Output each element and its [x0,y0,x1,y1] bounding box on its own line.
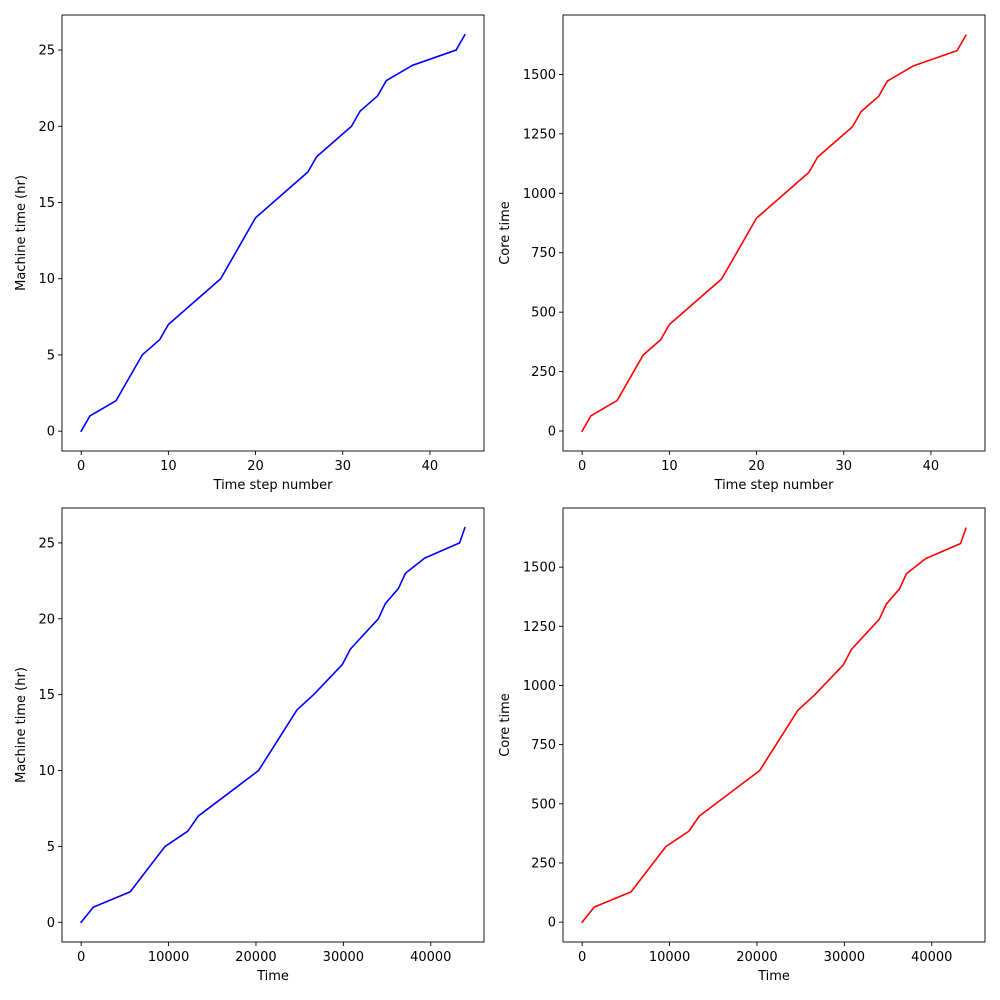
chart-top-left-x-tick-label: 40 [422,459,439,474]
chart-bottom-right-y-tick-label: 1000 [523,679,556,694]
chart-bottom-left-y-tick-label: 10 [38,764,55,779]
chart-bottom-right: 0 10000 20000 30000 40000 0 250 500 750 1000 1250 1… [498,507,986,984]
chart-top-left-x-axis-label: Time step number [213,478,334,493]
chart-top-right-series-line-0 [581,34,967,433]
chart-bottom-right-x-tick-label: 10000 [649,950,690,965]
chart-bottom-left-y-tick-label: 25 [38,536,55,551]
chart-top-left-x-tick-label: 30 [334,459,351,474]
chart-top-left-series-line-0 [80,33,466,433]
chart-top-right-y-tick-label: 750 [531,246,556,261]
chart-bottom-left-x-tick-label: 10000 [148,950,189,965]
chart-bottom-right-x-tick-label: 20000 [736,950,777,965]
chart-top-left-y-tick-label: 10 [38,272,55,287]
chart-bottom-left-x-axis-label: Time [256,969,289,984]
chart-bottom-right-series-line-0 [581,527,967,924]
chart-top-left-y-tick-label: 25 [38,44,55,59]
chart-top-left-y-tick-label: 15 [38,196,55,211]
chart-top-right-x-tick-label: 10 [661,459,678,474]
chart-top-left-x-tick-label: 0 [77,459,85,474]
chart-top-right-y-tick-label: 1250 [523,127,556,142]
chart-bottom-right-y-tick-label: 750 [531,738,556,753]
chart-top-right-x-axis-label: Time step number [714,478,835,493]
chart-bottom-left-y-tick-label: 5 [47,840,55,855]
chart-bottom-left-axes-frame [61,507,485,943]
chart-bottom-left-x-tick-label: 0 [77,950,85,965]
chart-top-left-y-tick-label: 5 [47,348,55,363]
chart-bottom-right-x-tick-label: 0 [578,950,586,965]
chart-top-left-y-tick-label: 20 [38,120,55,135]
chart-bottom-right-x-tick-label: 30000 [824,950,865,965]
chart-top-left: 0 10 20 30 40 0 5 10 15 20 25 Time step number Machi… [14,14,485,493]
chart-bottom-right-y-tick-label: 1500 [523,561,556,576]
chart-bottom-right-x-tick-label: 40000 [911,950,952,965]
chart-top-left-x-tick-label: 10 [160,459,177,474]
chart-bottom-left-y-tick-label: 15 [38,688,55,703]
chart-bottom-right-x-axis-label: Time [757,969,790,984]
chart-top-right-x-tick-label: 0 [578,459,586,474]
chart-top-right-y-tick-label: 500 [531,306,556,321]
chart-top-left-y-tick-label: 0 [47,425,55,440]
chart-bottom-right-y-tick-label: 0 [548,916,556,931]
chart-top-right-x-tick-label: 20 [748,459,765,474]
chart-top-right: 0 10 20 30 40 0 250 500 750 1000 1250 1500 Time step… [498,14,986,493]
chart-bottom-left-x-tick-label: 40000 [410,950,451,965]
chart-bottom-left-x-tick-label: 20000 [235,950,276,965]
chart-top-right-x-tick-label: 30 [835,459,852,474]
chart-bottom-left: 0 10000 20000 30000 40000 0 5 10 15 20 25 Time Machi… [14,507,485,984]
chart-top-right-x-tick-label: 40 [923,459,940,474]
chart-bottom-right-y-tick-label: 1250 [523,620,556,635]
chart-top-right-y-tick-label: 250 [531,365,556,380]
chart-top-right-y-tick-label: 1500 [523,68,556,83]
chart-bottom-left-y-tick-label: 0 [47,916,55,931]
chart-top-right-y-tick-label: 1000 [523,187,556,202]
chart-top-right-axes-frame [562,14,986,452]
chart-bottom-left-y-axis-label: Machine time (hr) [14,667,29,783]
chart-top-left-y-axis-label: Machine time (hr) [14,175,29,291]
chart-bottom-left-y-tick-label: 20 [38,612,55,627]
chart-bottom-right-y-tick-label: 500 [531,797,556,812]
chart-top-left-x-tick-label: 20 [247,459,264,474]
chart-bottom-right-axes-frame [562,507,986,943]
chart-bottom-left-x-tick-label: 30000 [323,950,364,965]
chart-bottom-left-series-line-0 [80,526,466,924]
chart-top-left-axes-frame [61,14,485,452]
chart-bottom-right-y-axis-label: Core time [498,693,513,757]
chart-top-right-y-tick-label: 0 [548,425,556,440]
chart-top-right-y-axis-label: Core time [498,201,513,265]
chart-bottom-right-y-tick-label: 250 [531,856,556,871]
